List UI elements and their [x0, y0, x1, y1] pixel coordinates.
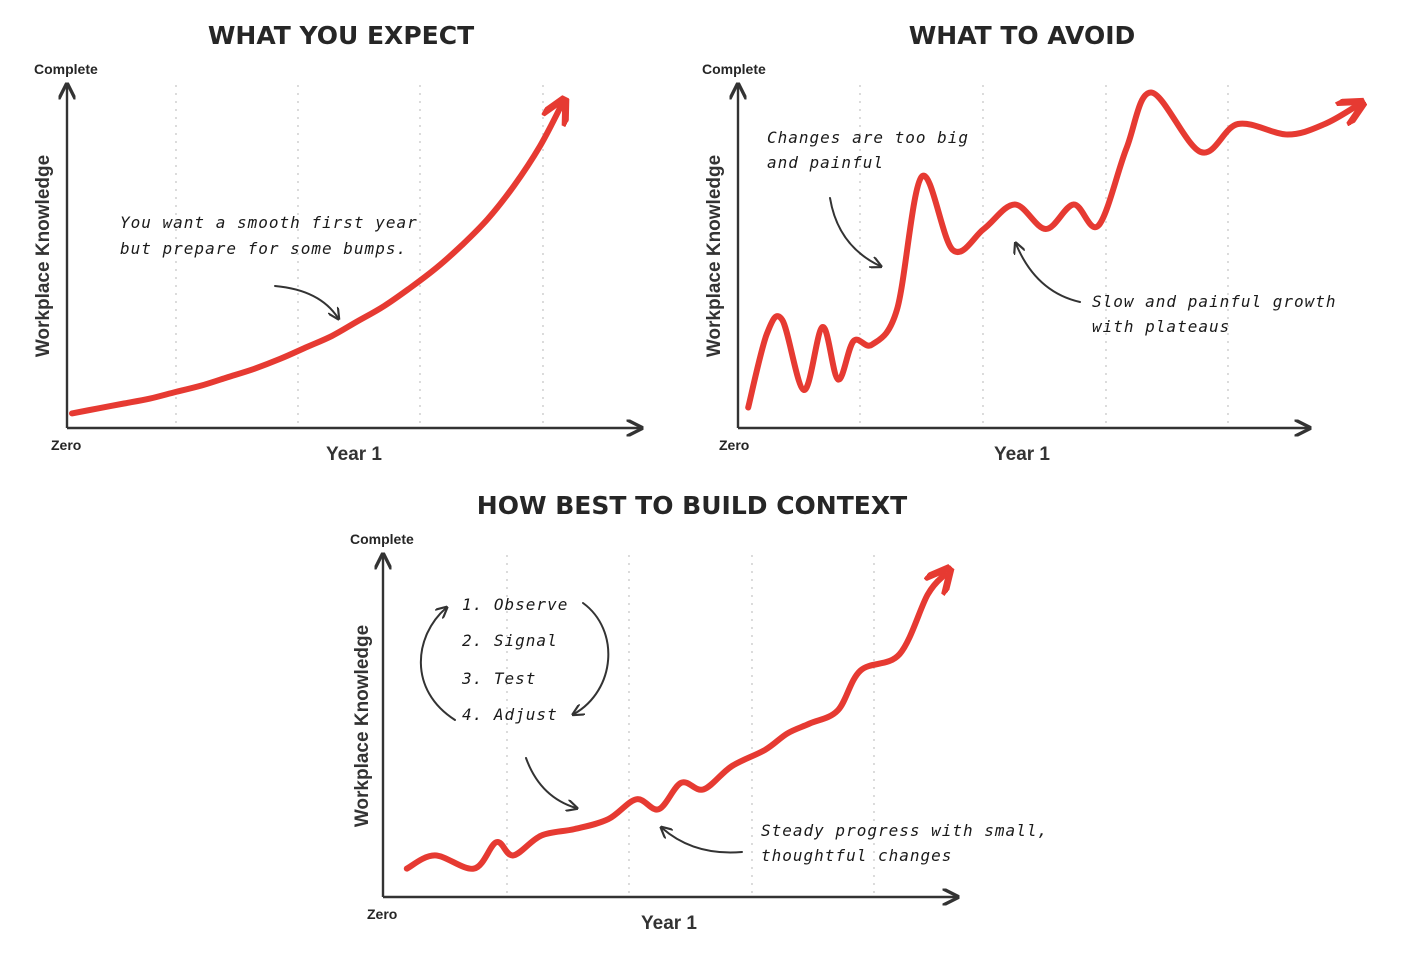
y-axis-label: Workplace Knowledge — [33, 155, 54, 357]
annotation-line: and painful — [767, 153, 884, 172]
cycle-steps-list: 1. Observe 2. Signal 3. Test 4. Adjust — [461, 595, 568, 724]
annotation: You want a smooth first year but prepare… — [120, 213, 418, 258]
annotation-arrow — [662, 828, 743, 854]
cycle-arrow-left — [419, 608, 456, 721]
origin-tick-label: Zero — [51, 437, 81, 453]
origin-tick-label: Zero — [719, 437, 749, 453]
y-top-tick-label: Complete — [350, 531, 414, 547]
x-axis-label: Year 1 — [326, 444, 382, 465]
annotation-line: Changes are too big — [767, 128, 969, 147]
annotation-line: You want a smooth first year — [120, 213, 418, 232]
annotation-line: with plateaus — [1092, 317, 1230, 336]
annotation-arrow — [525, 757, 576, 808]
annotation-line: but prepare for some bumps. — [120, 239, 407, 258]
y-axis-label: Workplace Knowledge — [704, 155, 725, 357]
chart-how-best-to-build-context: HOW BEST TO BUILD CONTEXT Complete Zero … — [350, 491, 1048, 934]
chart-what-you-expect: WHAT YOU EXPECT Complete Zero Year 1 Wor… — [33, 21, 640, 465]
series-line — [745, 89, 1356, 411]
cycle-arrow-right — [574, 602, 610, 714]
annotation-line: Steady progress with small, — [761, 821, 1048, 840]
cycle-step: 3. Test — [461, 669, 536, 688]
origin-tick-label: Zero — [367, 906, 397, 922]
annotation-arrow — [829, 197, 880, 266]
annotation: Steady progress with small, thoughtful c… — [761, 821, 1048, 865]
annotation-arrow — [1016, 244, 1081, 303]
y-top-tick-label: Complete — [702, 61, 766, 77]
annotation-line: thoughtful changes — [761, 846, 952, 865]
chart-title: HOW BEST TO BUILD CONTEXT — [477, 491, 907, 520]
annotation-line: Slow and painful growth — [1092, 292, 1337, 311]
series-line — [403, 575, 945, 872]
chart-what-to-avoid: WHAT TO AVOID Complete Zero Year 1 Workp… — [702, 21, 1356, 465]
cycle-step: 1. Observe — [462, 595, 568, 614]
grid — [506, 555, 875, 893]
grid — [859, 85, 1229, 425]
annotation-arrow — [274, 285, 338, 318]
annotation: Changes are too big and painful — [767, 128, 969, 172]
y-top-tick-label: Complete — [34, 61, 98, 77]
cycle-step: 2. Signal — [462, 631, 558, 650]
chart-title: WHAT YOU EXPECT — [208, 21, 474, 50]
cycle-step: 4. Adjust — [462, 705, 558, 724]
x-axis-label: Year 1 — [641, 913, 697, 934]
y-axis-label: Workplace Knowledge — [352, 625, 373, 827]
x-axis-label: Year 1 — [994, 444, 1050, 465]
series-line — [69, 107, 561, 417]
chart-title: WHAT TO AVOID — [909, 21, 1136, 50]
annotation: Slow and painful growth with plateaus — [1092, 292, 1337, 336]
